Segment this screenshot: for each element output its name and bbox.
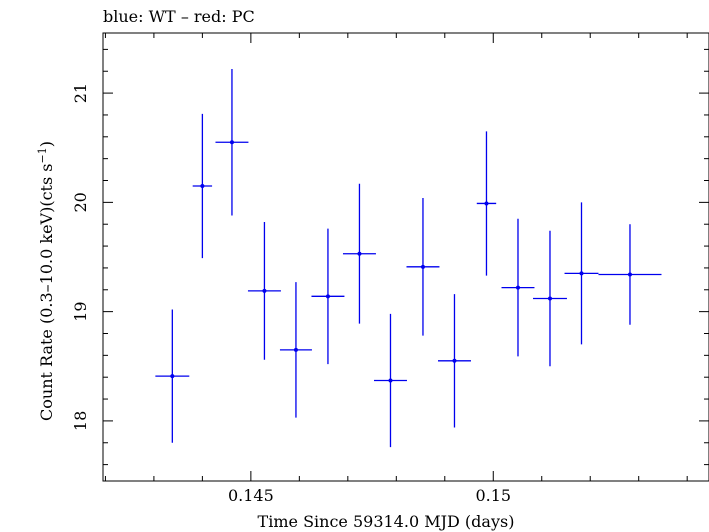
y-axis-label-close: ) bbox=[37, 141, 56, 147]
data-point bbox=[311, 228, 345, 365]
y-tick-label: 21 bbox=[71, 83, 90, 103]
data-marker bbox=[515, 285, 520, 290]
data-point bbox=[501, 218, 535, 357]
data-point bbox=[215, 69, 249, 216]
data-marker bbox=[262, 288, 267, 293]
data-marker bbox=[420, 264, 425, 269]
data-point bbox=[598, 224, 662, 325]
data-marker bbox=[627, 272, 632, 277]
y-axis-label-main: Count Rate (0.3–10.0 keV)(cts s bbox=[37, 164, 56, 421]
data-points bbox=[155, 69, 662, 448]
data-marker bbox=[325, 294, 330, 299]
data-marker bbox=[170, 374, 175, 379]
y-tick-label: 20 bbox=[71, 192, 90, 212]
data-marker bbox=[388, 378, 393, 383]
plot-area-border bbox=[102, 32, 709, 482]
x-axis-ticks: 0.145 0.15 bbox=[104, 33, 688, 505]
data-marker bbox=[200, 183, 205, 188]
data-point bbox=[279, 282, 312, 418]
x-tick-label: 0.145 bbox=[228, 486, 274, 505]
data-point bbox=[406, 197, 440, 336]
data-marker bbox=[579, 271, 584, 276]
plot-frame bbox=[102, 32, 709, 482]
y-axis-label: Count Rate (0.3–10.0 keV)(cts s−1) bbox=[36, 141, 56, 421]
chart-title: blue: WT – red: PC bbox=[103, 7, 255, 26]
data-point bbox=[247, 222, 281, 360]
data-point bbox=[476, 131, 497, 276]
data-marker bbox=[484, 201, 489, 206]
x-axis-label: Time Since 59314.0 MJD (days) bbox=[258, 512, 515, 531]
data-marker bbox=[452, 358, 457, 363]
y-tick-label: 19 bbox=[71, 301, 90, 321]
data-point bbox=[437, 294, 471, 428]
y-axis-ticks: 18 19 20 21 bbox=[71, 48, 709, 466]
y-tick-label: 18 bbox=[71, 411, 90, 431]
y-axis-label-superscript: −1 bbox=[36, 147, 49, 163]
data-point bbox=[192, 113, 213, 259]
data-point bbox=[374, 313, 407, 448]
data-marker bbox=[547, 296, 552, 301]
data-marker bbox=[229, 140, 234, 145]
data-point bbox=[564, 202, 599, 345]
data-point bbox=[342, 183, 376, 324]
x-tick-label: 0.15 bbox=[475, 486, 511, 505]
data-point bbox=[155, 309, 190, 443]
data-point bbox=[533, 230, 567, 367]
data-marker bbox=[293, 347, 298, 352]
data-marker bbox=[357, 251, 362, 256]
